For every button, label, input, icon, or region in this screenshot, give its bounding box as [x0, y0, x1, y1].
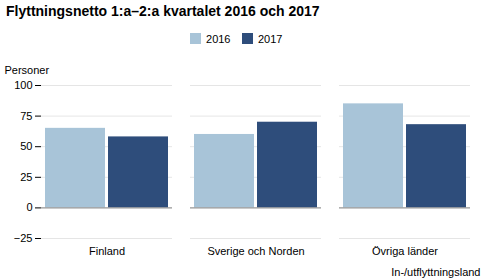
html-text:2016: 2016 — [206, 32, 231, 45]
svg-text:50: 50 — [20, 140, 32, 152]
svg-text:Personer: Personer — [5, 64, 50, 76]
html-text:Flyttningsnetto 1:a–2:a kvarta: Flyttningsnetto 1:a–2:a kvartalet 2016 o… — [6, 3, 320, 19]
svg-text:Övriga länder: Övriga länder — [372, 245, 438, 257]
svg-text:25: 25 — [20, 170, 32, 182]
svg-text:−25: −25 — [14, 232, 33, 244]
svg-text:In-/utflyttningsland: In-/utflyttningsland — [391, 265, 480, 277]
svg-text:100: 100 — [14, 79, 32, 91]
svg-text:0: 0 — [26, 201, 32, 213]
svg-text:Sverige och Norden: Sverige och Norden — [207, 245, 304, 257]
svg-text:Finland: Finland — [89, 245, 125, 257]
html-text:2017: 2017 — [258, 32, 283, 45]
svg-text:75: 75 — [20, 109, 32, 121]
